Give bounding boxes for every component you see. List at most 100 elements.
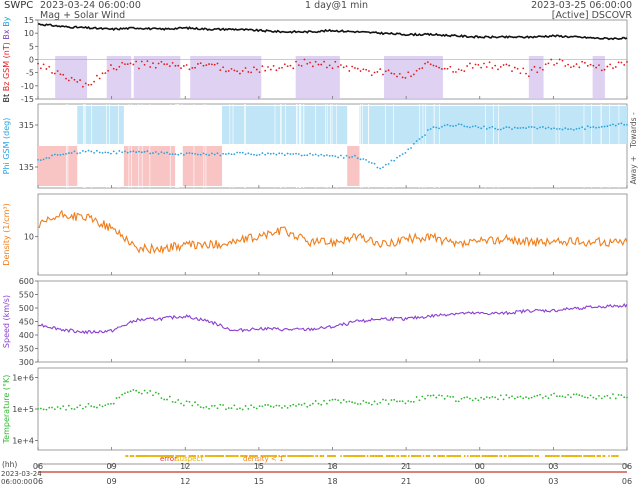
temperature-point xyxy=(107,403,110,405)
phi-gap-stripe xyxy=(66,104,67,188)
phi-gsm-point xyxy=(112,150,115,153)
phi-gsm-point xyxy=(603,125,606,128)
suspect-flag xyxy=(256,455,258,457)
phi-gap-stripe xyxy=(279,104,281,188)
suspect-flag xyxy=(232,455,235,457)
phi-gsm-point xyxy=(140,151,143,154)
bz-point xyxy=(429,63,432,66)
suspect-flag xyxy=(555,455,557,457)
suspect-flag xyxy=(206,455,208,457)
phi-gsm-point xyxy=(609,124,612,127)
temperature-point xyxy=(337,399,340,402)
bz-point xyxy=(53,72,56,75)
suspect-flag xyxy=(225,455,227,457)
phi-gap-stripe xyxy=(555,104,557,188)
suspect-flag xyxy=(397,455,400,457)
bz-south-band xyxy=(592,56,605,99)
phi-gsm-point xyxy=(191,152,194,155)
temperature-point xyxy=(51,406,53,409)
bz-point xyxy=(435,65,438,68)
bz-point xyxy=(261,65,264,68)
phi-gap-stripe xyxy=(303,104,305,188)
time-tick-label-lower: 06 xyxy=(622,477,632,485)
phi-gap-stripe xyxy=(176,104,178,188)
temperature-point xyxy=(373,400,376,403)
temperature-point xyxy=(575,393,578,396)
bz-point xyxy=(614,66,617,68)
temperature-point xyxy=(163,398,166,401)
bz-point xyxy=(112,67,115,70)
y-tick-label: 300 xyxy=(19,358,34,367)
bz-point xyxy=(163,63,166,66)
time-tick-label: 03 xyxy=(548,462,558,471)
bz-point xyxy=(93,80,95,83)
suspect-flag xyxy=(210,455,213,457)
bz-point xyxy=(272,65,275,67)
time-tick-label-lower: 15 xyxy=(254,477,264,485)
temperature-point xyxy=(511,395,513,398)
phi-gsm-point xyxy=(572,128,575,131)
temperature-point xyxy=(612,393,614,396)
phi-gap-stripe xyxy=(425,104,427,188)
phi-gap-stripe xyxy=(229,104,231,188)
suspect-flag xyxy=(493,455,495,457)
phi-gsm-point xyxy=(570,128,572,130)
suspect-flag xyxy=(235,455,238,457)
phi-gsm-point xyxy=(205,153,208,156)
phi-gsm-point xyxy=(124,150,126,153)
bz-point xyxy=(502,64,505,66)
temperature-point xyxy=(188,400,191,403)
phi-gsm-point xyxy=(132,150,135,153)
suspect-flag xyxy=(171,455,173,457)
time-tick-label: 21 xyxy=(401,462,411,471)
suspect-flag xyxy=(380,455,382,457)
phi-towards-band xyxy=(77,106,124,144)
phi-gap-stripe xyxy=(296,104,298,188)
suspect-flag xyxy=(201,455,204,457)
phi-gap-stripe xyxy=(169,104,171,188)
bz-point xyxy=(202,64,205,67)
bz-point xyxy=(129,62,132,65)
bz-point xyxy=(107,69,110,72)
temperature-point xyxy=(497,398,499,401)
temperature-point xyxy=(410,400,412,403)
phi-gsm-point xyxy=(446,123,449,126)
phi-gsm-point xyxy=(541,126,544,128)
suspect-flag xyxy=(216,455,219,457)
suspect-flag xyxy=(316,455,319,457)
time-tick-label-lower: 00 xyxy=(475,477,485,485)
phi-gsm-point xyxy=(62,153,65,156)
temperature-point xyxy=(370,403,373,406)
phi-gsm-point xyxy=(584,128,586,131)
bz-point xyxy=(530,68,533,71)
phi-gap-stripe xyxy=(385,104,386,188)
temperature-point xyxy=(42,408,45,411)
phi-gap-stripe xyxy=(591,104,592,188)
suspect-flag xyxy=(505,455,507,457)
bz-point xyxy=(558,58,561,61)
temperature-point xyxy=(541,396,544,399)
temperature-point xyxy=(620,394,623,397)
suspect-flag xyxy=(416,455,419,457)
bz-south-band xyxy=(528,56,544,99)
bz-point xyxy=(90,83,93,86)
suspect-flag xyxy=(157,455,160,457)
suspect-flag xyxy=(222,455,224,457)
bz-point xyxy=(124,63,126,66)
phi-gsm-point xyxy=(261,152,264,154)
suspect-flag xyxy=(514,455,516,457)
temperature-point xyxy=(317,402,320,405)
bz-point xyxy=(418,67,421,70)
suspect-flag xyxy=(475,455,478,457)
temperature-point xyxy=(544,395,547,398)
suspect-flag xyxy=(281,455,283,457)
bz-point xyxy=(396,75,398,78)
suspect-flag xyxy=(244,455,247,457)
phi-gsm-point xyxy=(440,125,443,128)
suspect-flag xyxy=(356,455,358,457)
bz-point xyxy=(404,77,407,79)
temperature-point xyxy=(129,390,132,393)
phi-gap-stripe xyxy=(609,104,611,188)
temperature-point xyxy=(485,396,488,399)
suspect-flag xyxy=(570,455,572,457)
